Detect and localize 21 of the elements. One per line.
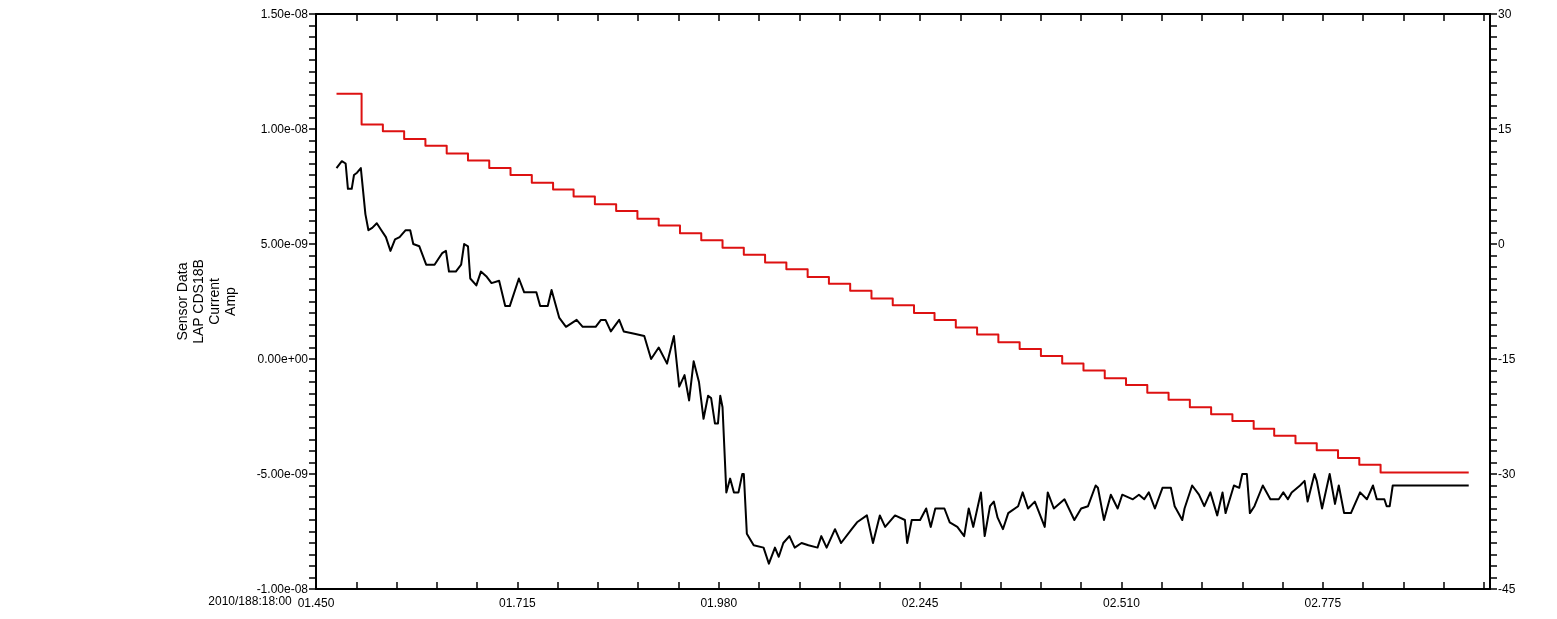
- x-axis-title: 2010/188:18:00: [208, 594, 293, 608]
- y-tick-label: 0.00e+00: [257, 352, 309, 366]
- x-tick-label: 01.450: [297, 596, 335, 610]
- y-tick-label: 5.00e-09: [260, 237, 309, 251]
- y-axis-title: Sensor Data LAP CDS18B Current Amp: [174, 259, 238, 344]
- x-tick-label: 01.715: [499, 596, 537, 610]
- y-tick-label: 1.00e-08: [260, 122, 309, 136]
- y-tick-label: -5.00e-09: [256, 467, 309, 481]
- y2-tick-label: 15: [1498, 122, 1512, 136]
- y2-tick-label: -30: [1498, 467, 1516, 481]
- y-tick-label: -1.00e-08: [256, 582, 309, 596]
- line-series: [335, 160, 1470, 565]
- x-tick-label: 02.510: [1103, 596, 1141, 610]
- y2-tick-label: 0: [1498, 237, 1505, 251]
- x-tick-label: 02.775: [1304, 596, 1342, 610]
- y2-tick-label: 30: [1498, 7, 1512, 21]
- y2-tick-label: -45: [1498, 582, 1516, 596]
- y-tick-label: 1.50e-08: [260, 7, 309, 21]
- x-tick-label: 01.980: [700, 596, 738, 610]
- y2-tick-label: -15: [1498, 352, 1516, 366]
- x-tick-label: 02.245: [901, 596, 939, 610]
